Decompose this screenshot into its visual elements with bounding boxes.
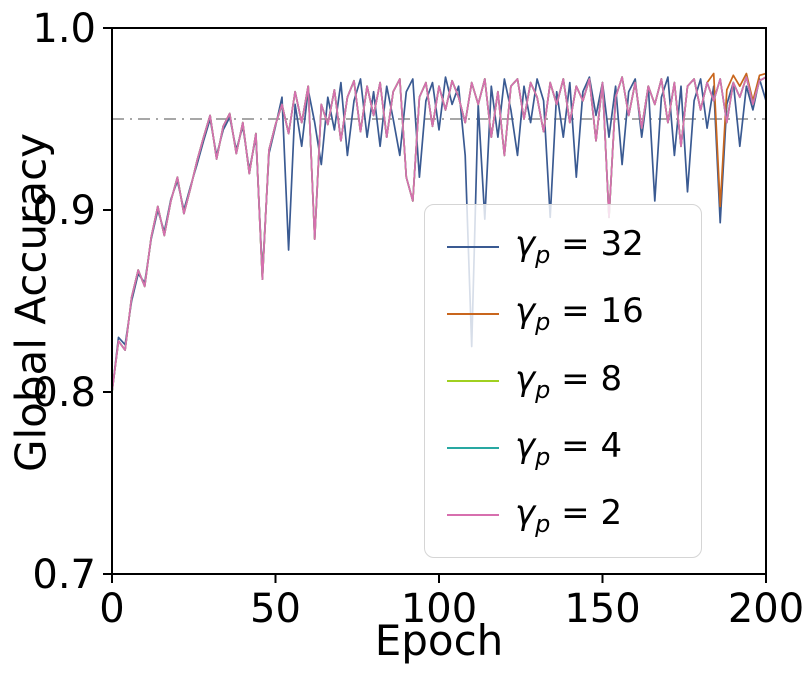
series-line-gamma_p_2 (111, 76, 767, 393)
legend-entry-gamma_p_4: γp = 4 (447, 426, 701, 471)
legend-line-swatch (447, 379, 499, 382)
x-tick-label: 0 (99, 586, 124, 632)
legend-label: γp = 2 (515, 492, 623, 538)
legend-entry-gamma_p_16: γp = 16 (447, 291, 701, 336)
x-axis-label: Epoch (374, 616, 504, 665)
legend-entry-gamma_p_8: γp = 8 (447, 358, 701, 404)
legend-label: γp = 4 (515, 425, 623, 471)
x-tick-label: 150 (564, 586, 640, 632)
legend: γp = 32 γp = 16 γp = 8 γp = 4 γp = 2 (424, 204, 702, 558)
y-tick-label: 1.0 (32, 6, 96, 52)
legend-line-swatch (447, 447, 499, 450)
legend-label: γp = 8 (515, 358, 623, 404)
x-tick-label: 100 (401, 586, 477, 632)
x-tick-label: 50 (250, 586, 301, 632)
legend-line-swatch (447, 245, 499, 248)
y-tick-label: 0.9 (32, 188, 96, 234)
legend-line-swatch (447, 514, 499, 517)
x-tick-label: 200 (728, 586, 802, 632)
y-tick-label: 0.8 (32, 370, 96, 416)
legend-label: γp = 32 (515, 224, 644, 269)
y-axis-label: Global Accuracy (6, 132, 56, 473)
legend-entry-gamma_p_32: γp = 32 (447, 224, 701, 269)
legend-label: γp = 16 (515, 291, 644, 337)
legend-line-swatch (447, 312, 499, 315)
legend-entry-gamma_p_2: γp = 2 (447, 493, 701, 538)
y-tick-label: 0.7 (32, 552, 96, 598)
